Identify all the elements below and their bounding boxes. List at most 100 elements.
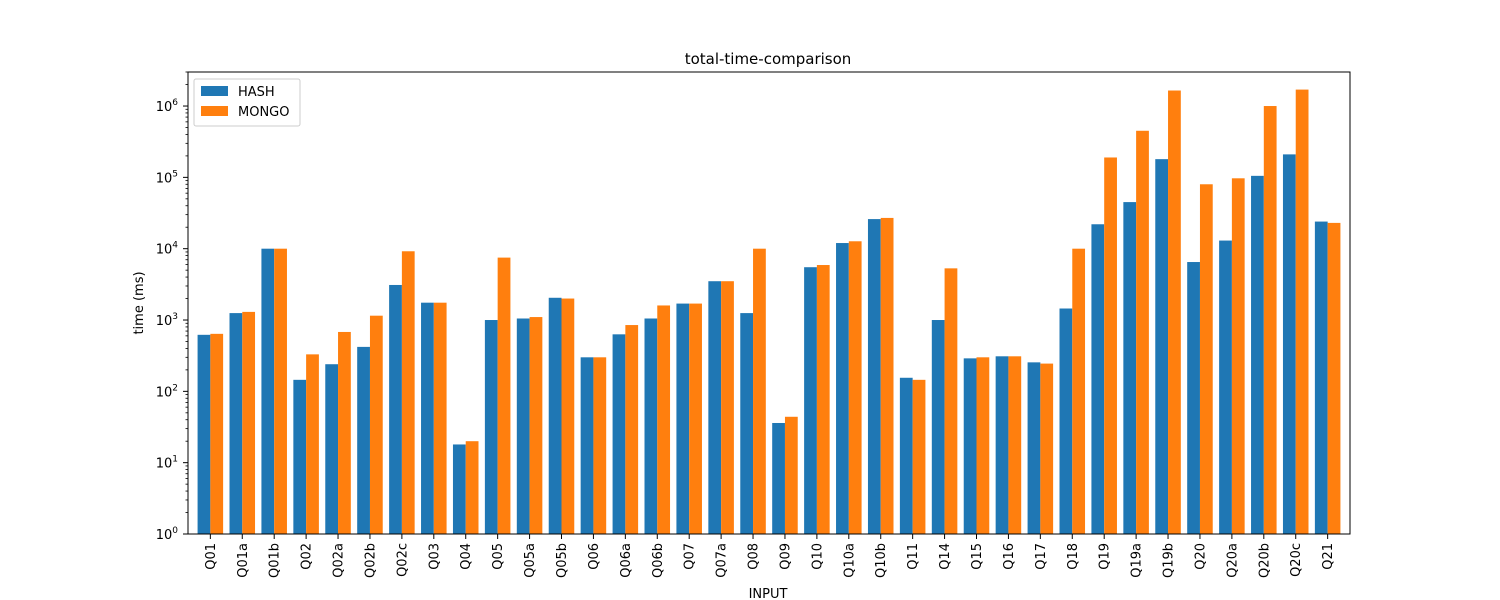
bar-hash-q06b <box>644 318 658 534</box>
bar-mongo-q05 <box>497 257 511 534</box>
x-tick-label-q15: Q15 <box>970 543 985 570</box>
bar-hash-q01 <box>197 334 211 534</box>
bar-mongo-q19b <box>1168 90 1181 535</box>
bar-hash-q11 <box>899 377 913 534</box>
bar-mongo-q01b <box>274 248 287 534</box>
bar-mongo-q03 <box>433 302 447 534</box>
bar-mongo-q04 <box>465 441 479 534</box>
bar-hash-q03 <box>421 302 434 534</box>
bar-hash-q05a <box>516 318 530 534</box>
bar-hash-q20b <box>1251 175 1264 534</box>
bar-hash-q07a <box>708 281 722 534</box>
bar-mongo-q20 <box>1199 184 1213 534</box>
y-tick-label: 104 <box>156 241 179 258</box>
x-tick-label-q14: Q14 <box>938 543 953 570</box>
bar-mongo-q10b <box>880 217 894 535</box>
bar-mongo-q02c <box>401 251 415 534</box>
bar-hash-q02c <box>389 284 402 534</box>
bar-mongo-q05a <box>529 317 543 534</box>
legend-swatch-hash <box>201 86 228 96</box>
bar-mongo-q01a <box>242 311 256 534</box>
bar-mongo-q02b <box>369 315 383 534</box>
bar-hash-q10b <box>867 219 881 534</box>
bar-hash-q02 <box>293 379 307 534</box>
x-tick-label-q02b: Q02b <box>363 543 378 578</box>
x-tick-label-q03: Q03 <box>427 543 442 570</box>
x-tick-label-q21: Q21 <box>1321 543 1336 570</box>
bar-mongo-q18 <box>1072 248 1086 534</box>
bar-hash-q06a <box>612 334 626 534</box>
plot-frame <box>187 71 1351 535</box>
bar-mongo-q08 <box>753 248 766 534</box>
bar-mongo-q09 <box>784 416 798 534</box>
bar-hash-q15 <box>963 358 977 534</box>
x-tick-label-q01a: Q01a <box>236 543 251 578</box>
x-tick-label-q04: Q04 <box>459 543 474 570</box>
bar-hash-q20a <box>1219 240 1232 534</box>
x-tick-label-q07: Q07 <box>683 543 698 570</box>
bar-mongo-q20a <box>1231 178 1245 535</box>
x-tick-label-q07a: Q07a <box>715 543 730 578</box>
bar-mongo-q17 <box>1040 363 1054 534</box>
x-tick-label-q16: Q16 <box>1002 543 1017 570</box>
x-tick-label-q19a: Q19a <box>1130 543 1145 578</box>
bar-mongo-q06 <box>593 357 607 534</box>
bar-mongo-q19a <box>1136 130 1149 534</box>
bar-mongo-q20b <box>1263 106 1277 534</box>
x-tick-label-q05a: Q05a <box>523 543 538 578</box>
x-tick-label-q06a: Q06a <box>619 543 634 578</box>
x-tick-label-q06b: Q06b <box>651 543 666 578</box>
bar-hash-q14 <box>931 320 945 534</box>
bar-hash-q08 <box>740 313 754 534</box>
x-tick-label-q02a: Q02a <box>332 543 347 578</box>
bar-hash-q02a <box>325 364 339 534</box>
x-tick-label-q10b: Q10b <box>874 543 889 578</box>
y-tick-label: 103 <box>156 312 178 329</box>
bar-mongo-q02 <box>306 354 319 534</box>
bar-hash-q01a <box>229 313 243 534</box>
bars-group <box>197 89 1341 535</box>
legend-swatch-mongo <box>201 106 228 116</box>
x-tick-label-q05b: Q05b <box>555 543 570 578</box>
bar-hash-q09 <box>772 422 785 534</box>
bar-mongo-q10a <box>848 241 862 534</box>
x-tick-label-q11: Q11 <box>906 543 921 570</box>
x-axis-label: INPUT <box>749 587 788 600</box>
bar-hash-q16 <box>995 356 1009 534</box>
bar-mongo-q14 <box>944 268 958 534</box>
bar-mongo-q06b <box>657 305 671 534</box>
bar-hash-q18 <box>1059 308 1073 534</box>
x-tick-label-q19: Q19 <box>1098 543 1113 570</box>
bar-mongo-q21 <box>1327 222 1341 534</box>
x-tick-label-q20a: Q20a <box>1225 543 1240 578</box>
y-tick-label: 102 <box>156 383 178 400</box>
x-tick-label-q20b: Q20b <box>1257 543 1272 578</box>
x-tick-label-q10: Q10 <box>810 543 825 570</box>
y-tick-label: 100 <box>156 526 179 543</box>
bar-mongo-q15 <box>976 357 990 534</box>
bar-hash-q02b <box>357 346 370 534</box>
bar-mongo-q05b <box>561 298 575 534</box>
bar-mongo-q16 <box>1008 356 1022 534</box>
x-tick-label-q01b: Q01b <box>268 543 283 578</box>
x-tick-label-q09: Q09 <box>778 543 793 570</box>
bar-hash-q19b <box>1155 159 1169 534</box>
x-tick-label-q01: Q01 <box>204 543 219 570</box>
x-tick-label-q08: Q08 <box>747 543 762 570</box>
x-tick-label-q20c: Q20c <box>1289 543 1304 577</box>
bar-hash-q07 <box>676 303 690 534</box>
x-tick-label-q20: Q20 <box>1193 543 1208 570</box>
bar-mongo-q20c <box>1295 89 1309 534</box>
bar-mongo-q07 <box>689 303 702 534</box>
legend-label-mongo: MONGO <box>238 105 289 120</box>
chart-title: total-time-comparison <box>685 50 852 68</box>
bar-hash-q20 <box>1187 262 1200 534</box>
x-tick-label-q02: Q02 <box>300 543 315 570</box>
x-tick-label-q10a: Q10a <box>842 543 857 578</box>
x-tick-label-q02c: Q02c <box>395 543 410 577</box>
legend-label-hash: HASH <box>238 85 275 100</box>
bar-hash-q05b <box>548 297 562 534</box>
bar-hash-q10a <box>836 243 849 535</box>
bar-hash-q06 <box>580 357 594 534</box>
bar-mongo-q11 <box>912 379 926 534</box>
